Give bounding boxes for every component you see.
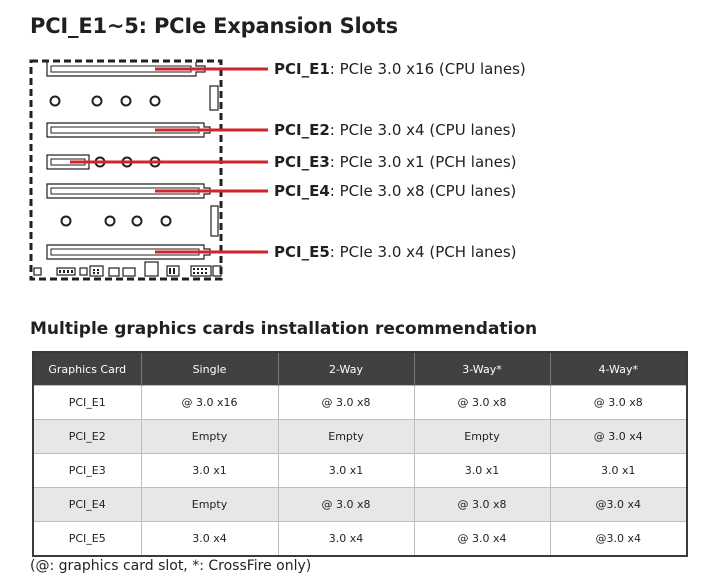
recommendation-table: Graphics Card Single 2-Way 3-Way* 4-Way*… xyxy=(32,351,688,557)
motherboard-slot-diagram xyxy=(29,59,268,281)
table-row: PCI_E3 3.0 x1 3.0 x1 3.0 x1 3.0 x1 xyxy=(32,453,687,488)
table-cell: @3.0 x4 xyxy=(549,487,687,522)
table-cell: @ 3.0 x4 xyxy=(549,419,687,454)
table-cell: @ 3.0 x8 xyxy=(277,385,414,420)
table-cell: PCI_E3 xyxy=(32,453,141,488)
slot-desc: : PCIe 3.0 x16 (CPU lanes) xyxy=(329,60,526,78)
header-cell: 3-Way* xyxy=(413,352,550,386)
header-cell: Graphics Card xyxy=(32,352,141,386)
slot-label-pci-e2: PCI_E2: PCIe 3.0 x4 (CPU lanes) xyxy=(274,121,516,139)
slot-label-pci-e5: PCI_E5: PCIe 3.0 x4 (PCH lanes) xyxy=(274,243,517,261)
table-cell: Empty xyxy=(140,419,278,454)
table-cell: Empty xyxy=(277,419,414,454)
page-title: PCI_E1~5: PCIe Expansion Slots xyxy=(30,14,398,38)
slot-label-pci-e4: PCI_E4: PCIe 3.0 x8 (CPU lanes) xyxy=(274,182,516,200)
slot-name: PCI_E5 xyxy=(274,243,330,261)
table-cell: 3.0 x4 xyxy=(277,521,414,556)
table-title: Multiple graphics cards installation rec… xyxy=(30,319,538,339)
table-cell: 3.0 x1 xyxy=(413,453,550,488)
table-cell: PCI_E4 xyxy=(32,487,141,522)
slot-desc: : PCIe 3.0 x1 (PCH lanes) xyxy=(329,153,517,171)
slot-label-pci-e3: PCI_E3: PCIe 3.0 x1 (PCH lanes) xyxy=(274,153,517,171)
table-header-row: Graphics Card Single 2-Way 3-Way* 4-Way* xyxy=(32,352,687,386)
header-cell: 2-Way xyxy=(277,352,414,386)
slot-name: PCI_E1 xyxy=(274,60,330,78)
table-row: PCI_E1 @ 3.0 x16 @ 3.0 x8 @ 3.0 x8 @ 3.0… xyxy=(32,385,687,420)
table-cell: 3.0 x1 xyxy=(140,453,278,488)
table-row: PCI_E4 Empty @ 3.0 x8 @ 3.0 x8 @3.0 x4 xyxy=(32,487,687,522)
table-cell: @3.0 x4 xyxy=(549,521,687,556)
table-cell: 3.0 x4 xyxy=(140,521,278,556)
table-cell: Empty xyxy=(140,487,278,522)
table-cell: PCI_E5 xyxy=(32,521,141,556)
table-cell: @ 3.0 x8 xyxy=(413,385,550,420)
slot-desc: : PCIe 3.0 x4 (CPU lanes) xyxy=(329,121,517,139)
header-cell: Single xyxy=(140,352,278,386)
footnote: (@: graphics card slot, *: CrossFire onl… xyxy=(30,558,312,574)
table-row: PCI_E2 Empty Empty Empty @ 3.0 x4 xyxy=(32,419,687,454)
slot-desc: : PCIe 3.0 x4 (PCH lanes) xyxy=(329,243,517,261)
slot-name: PCI_E2 xyxy=(274,121,330,139)
slot-label-pci-e1: PCI_E1: PCIe 3.0 x16 (CPU lanes) xyxy=(274,60,526,78)
table-row: PCI_E5 3.0 x4 3.0 x4 @ 3.0 x4 @3.0 x4 xyxy=(32,521,687,556)
table-cell: @ 3.0 x16 xyxy=(140,385,278,420)
slot-name: PCI_E3 xyxy=(274,153,330,171)
table-cell: @ 3.0 x4 xyxy=(413,521,550,556)
table-cell: 3.0 x1 xyxy=(549,453,687,488)
slot-name: PCI_E4 xyxy=(274,182,330,200)
table-cell: 3.0 x1 xyxy=(277,453,414,488)
table-cell: PCI_E1 xyxy=(32,385,141,420)
table-cell: PCI_E2 xyxy=(32,419,141,454)
slot-desc: : PCIe 3.0 x8 (CPU lanes) xyxy=(329,182,517,200)
table-cell: @ 3.0 x8 xyxy=(549,385,687,420)
table-cell: Empty xyxy=(413,419,550,454)
table-cell: @ 3.0 x8 xyxy=(277,487,414,522)
header-cell: 4-Way* xyxy=(549,352,687,386)
table-cell: @ 3.0 x8 xyxy=(413,487,550,522)
